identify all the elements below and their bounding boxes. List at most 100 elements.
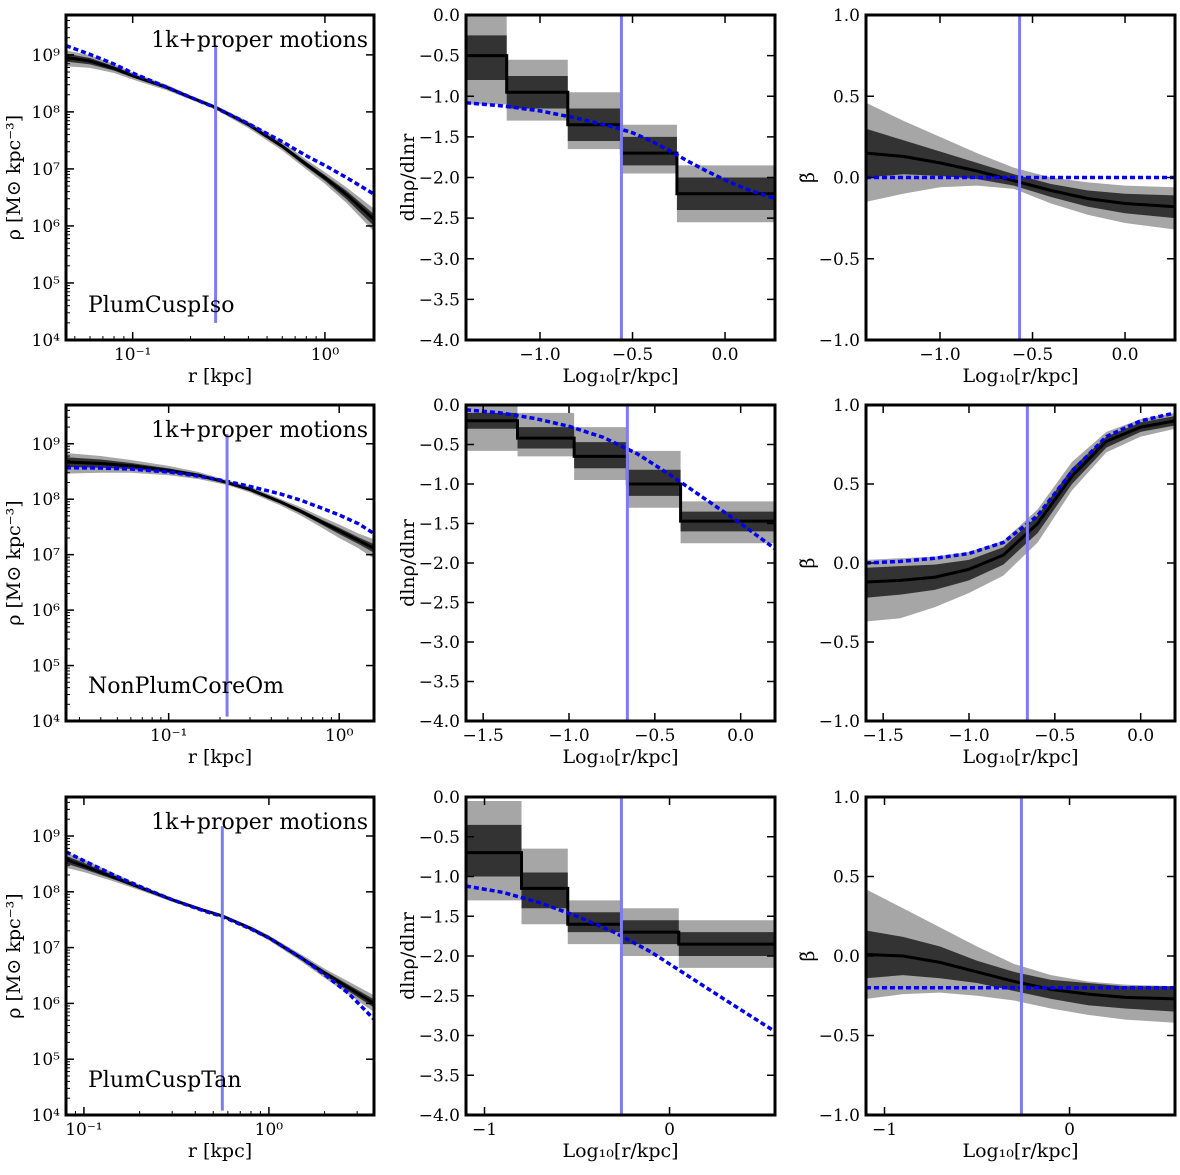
x-tick-label: −0.5 <box>634 726 675 746</box>
median-line <box>866 952 1175 1001</box>
confidence-band-68 <box>866 930 1175 1012</box>
y-tick-label: 10⁴ <box>32 331 61 351</box>
y-tick-label: 0.5 <box>833 868 860 888</box>
x-axis-label: r [kpc] <box>188 746 252 768</box>
y-tick-label: −0.5 <box>819 633 860 653</box>
y-tick-label: 10⁷ <box>32 546 61 566</box>
y-tick-label: 0.0 <box>433 396 460 416</box>
y-tick-label: 10⁴ <box>32 1106 61 1126</box>
median-line <box>66 460 374 550</box>
y-tick-label: 10⁶ <box>32 601 61 621</box>
x-tick-label: 0 <box>1064 1120 1075 1140</box>
y-tick-label: 10⁹ <box>32 435 61 455</box>
y-tick-label: 0.5 <box>833 87 860 107</box>
y-tick-label: 10⁸ <box>32 490 61 510</box>
x-axis-label: Log₁₀[r/kpc] <box>962 365 1078 387</box>
x-tick-label: −1.0 <box>919 345 960 365</box>
y-tick-label: −0.5 <box>419 828 460 848</box>
x-tick-label: −0.5 <box>1012 345 1053 365</box>
model-name-label: PlumCuspTan <box>88 1068 242 1093</box>
plot-area <box>466 15 775 340</box>
x-tick-label: 0.0 <box>727 726 754 746</box>
x-tick-label: 10⁰ <box>311 345 340 365</box>
plot-area <box>466 797 775 1115</box>
y-tick-label: 0.0 <box>833 554 860 574</box>
y-tick-label: −1.0 <box>819 712 860 732</box>
y-tick-label: −1.0 <box>419 868 460 888</box>
y-axis-label: β̃ <box>797 172 819 183</box>
panel-annotation-top: 1k+proper motions <box>151 810 368 835</box>
median-line <box>466 54 775 196</box>
x-tick-label: −0.5 <box>612 345 653 365</box>
panel-r3c1: 10⁻¹ 10⁰ 10⁴ 10⁵ 10⁶ 10⁷ 10⁸ 10⁹ r [kpc] ρ [M⊙ kp… <box>3 795 376 1162</box>
confidence-band-68 <box>866 128 1175 219</box>
panel-annotation-top: 1k+proper motions <box>151 418 368 443</box>
y-tick-label: 1.0 <box>833 396 860 416</box>
y-axis-label: ρ [M⊙ kpc⁻³] <box>3 500 25 625</box>
x-axis-label: r [kpc] <box>188 1140 252 1162</box>
y-axis-label: dlnρ/dlnr <box>397 518 419 607</box>
y-tick-label: −0.5 <box>419 47 460 67</box>
x-tick-label: 10⁻¹ <box>65 1120 102 1140</box>
x-tick-label: −1 <box>472 1120 497 1140</box>
y-tick-label: −4.0 <box>419 712 460 732</box>
confidence-band-68 <box>866 416 1175 598</box>
x-tick-label: 10⁻¹ <box>114 345 151 365</box>
panel-r3c2: −1 0 0.0 −0.5 −1.0 −1.5 −2.0 −2.5 −3.0 −3.5 −4.0 Lo… <box>397 788 777 1162</box>
plot-area <box>466 405 775 721</box>
plot-area <box>66 826 374 1111</box>
y-tick-label: 1.0 <box>833 6 860 26</box>
true-profile-line <box>66 465 374 536</box>
panel-r1c2: −1.0 −0.5 0.0 0.0 −0.5 −1.0 −1.5 −2.0 −2.5 −3.0 −3… <box>397 6 777 387</box>
confidence-band-68 <box>466 412 775 532</box>
x-tick-label: 10⁰ <box>255 1120 284 1140</box>
y-tick-label: −1.0 <box>419 87 460 107</box>
y-tick-label: −1.0 <box>819 331 860 351</box>
confidence-band-95 <box>66 50 374 232</box>
y-tick-label: −1.5 <box>419 515 460 535</box>
x-tick-label: −1.0 <box>548 726 589 746</box>
y-tick-label: −0.5 <box>819 1027 860 1047</box>
x-tick-label: −0.5 <box>1034 726 1075 746</box>
y-tick-label: 10⁸ <box>32 103 61 123</box>
y-tick-label: −3.5 <box>419 673 460 693</box>
y-tick-label: −2.5 <box>419 987 460 1007</box>
plot-area <box>866 405 1175 721</box>
median-line <box>866 151 1175 209</box>
x-tick-label: −1.0 <box>519 345 560 365</box>
y-tick-label: 10⁷ <box>32 160 61 180</box>
x-tick-label: −1.5 <box>863 726 904 746</box>
x-tick-label: 0.0 <box>1112 345 1139 365</box>
y-axis-label: ρ [M⊙ kpc⁻³] <box>3 893 25 1018</box>
y-axis-label: ρ [M⊙ kpc⁻³] <box>3 115 25 240</box>
median-line <box>66 858 374 1005</box>
panel-r2c3: −1.5 −1.0 −0.5 0.01.00.50.0−0.5−1.0Log₁₀[r/… <box>797 396 1177 768</box>
y-tick-label: 0.0 <box>433 6 460 26</box>
x-tick-label: −1 <box>872 1120 897 1140</box>
y-tick-label: 0.0 <box>833 947 860 967</box>
panel-r3c3: −1 0 1.0 0.5 0.0 −0.5 −1.0 Log₁₀[r/kpc] β̃ <box>797 788 1177 1162</box>
y-tick-label: −4.0 <box>419 1106 460 1126</box>
true-profile-line <box>466 407 775 551</box>
y-tick-label: 1.0 <box>833 788 860 808</box>
y-tick-label: 10⁷ <box>32 939 61 959</box>
y-tick-label: −3.0 <box>419 1027 460 1047</box>
y-axis-label: dlnρ/dlnr <box>397 133 419 222</box>
plot-area <box>66 433 374 717</box>
x-tick-label: 0 <box>664 1120 675 1140</box>
confidence-band-68 <box>66 855 374 1008</box>
x-axis-label: r [kpc] <box>188 365 252 387</box>
y-tick-label: 0.0 <box>433 788 460 808</box>
model-name-label: NonPlumCoreOm <box>88 674 284 699</box>
x-tick-label: 0.0 <box>712 345 739 365</box>
median-line <box>66 55 374 221</box>
x-tick-label: 10⁰ <box>325 726 354 746</box>
y-tick-label: −1.0 <box>419 475 460 495</box>
y-axis-label: β̃ <box>797 950 819 961</box>
x-axis-label: Log₁₀[r/kpc] <box>562 746 678 768</box>
y-tick-label: 10⁴ <box>32 712 61 732</box>
y-tick-label: 10⁶ <box>32 217 61 237</box>
y-axis-label: β̃ <box>797 557 819 568</box>
panel-r2c2: −1.5 −1.0 −0.5 0.0 0.0 −0.5 −1.0 −1.5 −2.0 −2.5 −3… <box>397 396 777 768</box>
panel-r1c1: 10⁻¹ 10⁰ 10⁴ 10⁵ 10⁶ 10⁷ 10⁸ 10⁹ r [kpc] ρ [M⊙ kp… <box>3 13 376 387</box>
